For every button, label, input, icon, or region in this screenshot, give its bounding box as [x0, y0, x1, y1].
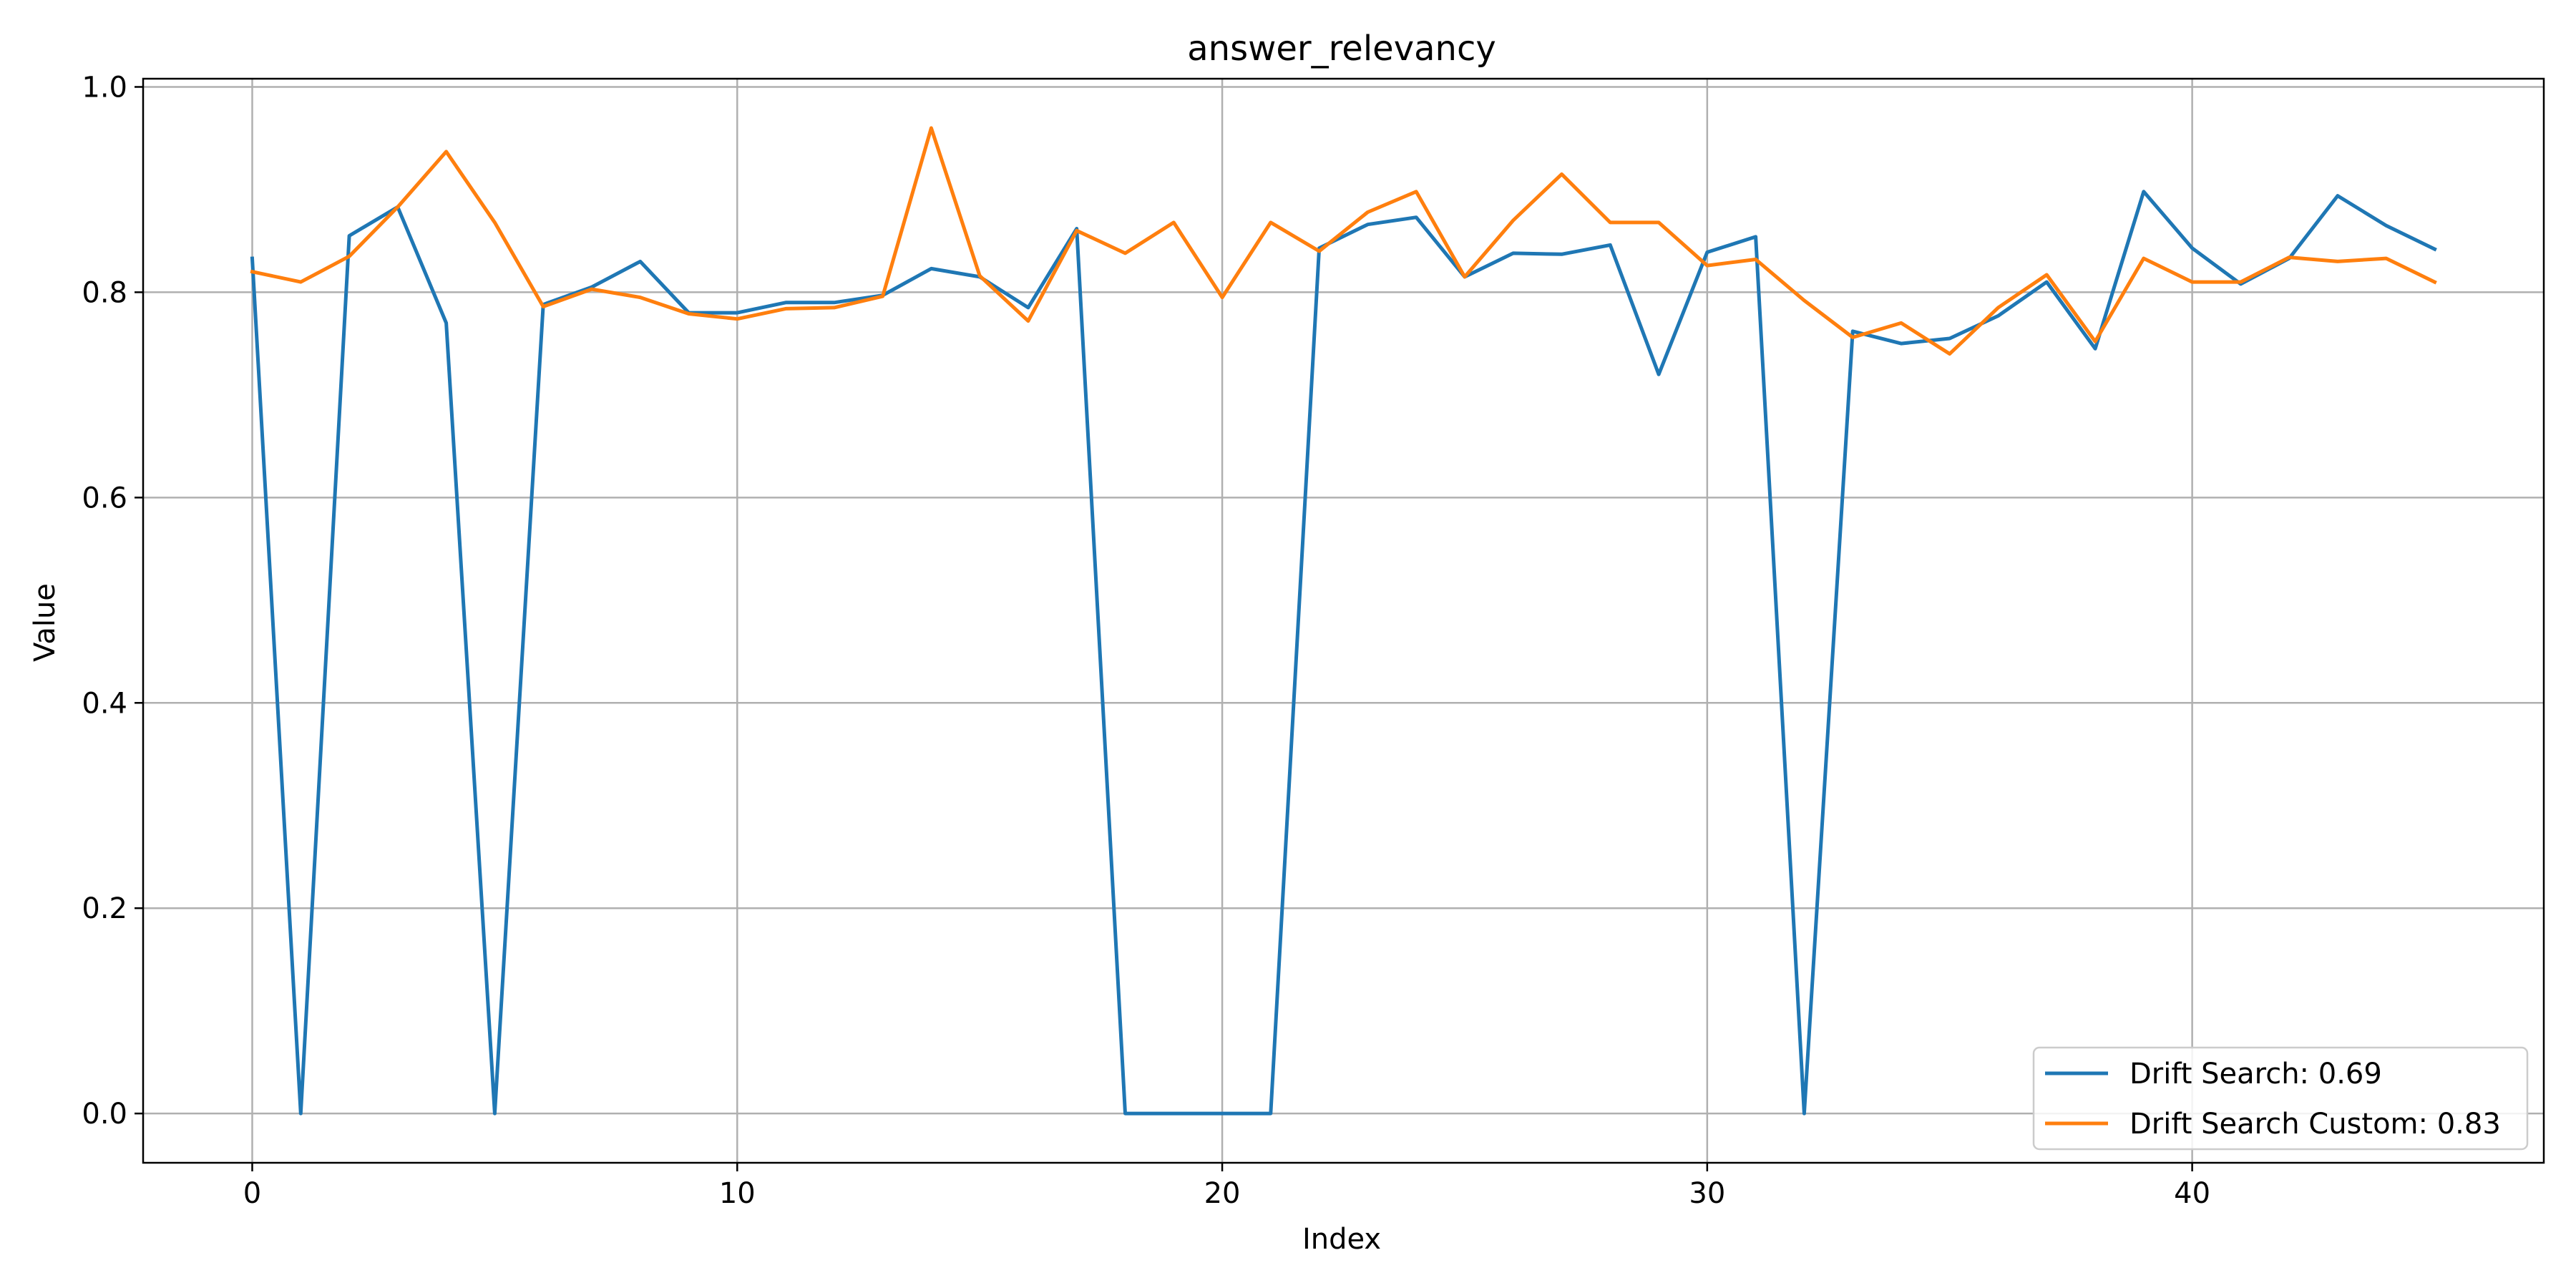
series-line-drift-search-custom — [250, 126, 2437, 356]
x-axis-ticks: 0 10 20 30 40 — [243, 1163, 2210, 1210]
y-tick-label: 1.0 — [82, 71, 127, 104]
legend-box — [2032, 1046, 2529, 1151]
legend: Drift Search: 0.69 Drift Search Custom: … — [2032, 1046, 2529, 1151]
series-lines — [250, 126, 2437, 1116]
grid-lines — [143, 79, 2544, 1163]
x-axis-label: Index — [1302, 1223, 1381, 1256]
y-axis-ticks: 0.0 0.2 0.4 0.6 0.8 1.0 — [82, 71, 143, 1131]
y-tick-label: 0.0 — [82, 1098, 127, 1131]
y-tick-label: 0.6 — [82, 482, 127, 514]
x-tick-label: 30 — [1689, 1177, 1725, 1210]
x-tick-label: 0 — [243, 1177, 261, 1210]
legend-entry-drift-search: Drift Search: 0.69 — [2129, 1058, 2382, 1091]
y-tick-label: 0.4 — [82, 687, 127, 720]
legend-entry-drift-search-custom: Drift Search Custom: 0.83 — [2129, 1108, 2501, 1141]
y-tick-label: 0.2 — [82, 892, 127, 925]
plot-frame — [142, 77, 2545, 1164]
y-axis-label: Value — [29, 583, 62, 662]
x-tick-label: 10 — [719, 1177, 756, 1210]
x-tick-label: 20 — [1204, 1177, 1241, 1210]
y-tick-label: 0.8 — [82, 276, 127, 309]
x-tick-label: 40 — [2174, 1177, 2210, 1210]
series-line-drift-search — [250, 190, 2437, 1116]
chart-title: answer_relevancy — [1187, 29, 1496, 69]
